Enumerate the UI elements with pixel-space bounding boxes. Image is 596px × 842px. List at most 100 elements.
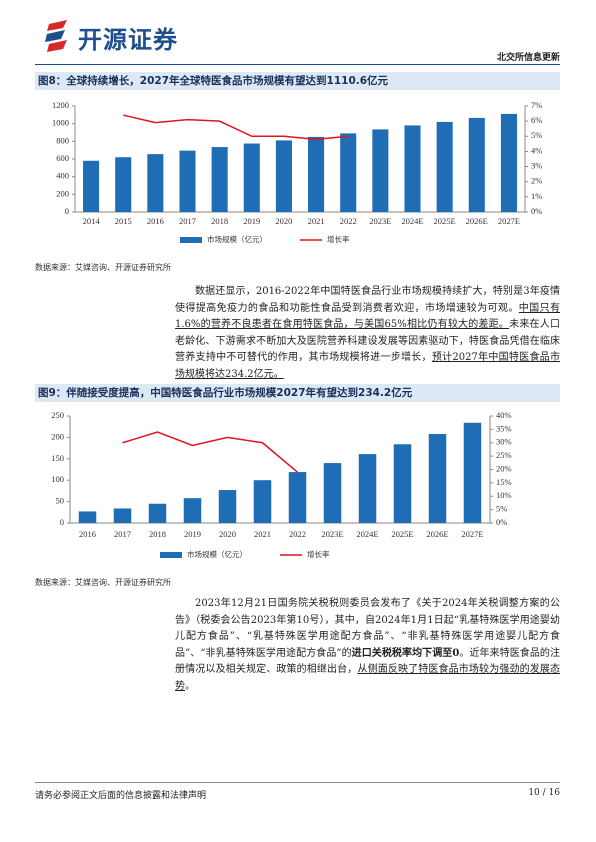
x-tick-label: 2022 bbox=[289, 529, 306, 539]
x-tick-label: 2021 bbox=[254, 529, 271, 539]
source: 数据来源：艾媒咨询、开源证券研究所 bbox=[35, 263, 171, 272]
bar bbox=[179, 150, 196, 212]
x-tick-label: 2027E bbox=[461, 529, 483, 539]
y2-tick-label: 5% bbox=[496, 504, 507, 514]
bar bbox=[393, 444, 412, 523]
x-tick-label: 2017 bbox=[179, 216, 196, 226]
bar bbox=[243, 143, 260, 212]
paragraph: 数据还显示，2016-2022年中国特医食品行业市场规模持续扩大，特别是3年疫情… bbox=[175, 284, 560, 383]
footer-rule bbox=[35, 782, 560, 783]
bar bbox=[183, 498, 202, 523]
y2-tick-label: 0% bbox=[531, 206, 542, 216]
logo-icon bbox=[45, 20, 67, 52]
x-tick-label: 2026E bbox=[466, 216, 488, 226]
figure-title: 图8：全球持续增长，2027年全球特医食品市场规模有望达到1110.6亿元 bbox=[35, 72, 560, 90]
bar bbox=[275, 140, 292, 212]
source: 数据来源：艾媒咨询、开源证券研究所 bbox=[35, 578, 171, 587]
y2-tick-label: 15% bbox=[496, 477, 512, 487]
x-tick-label: 2024E bbox=[401, 216, 423, 226]
x-tick-label: 2024E bbox=[356, 529, 378, 539]
y2-tick-label: 7% bbox=[531, 100, 542, 110]
legend-label: 增长率 bbox=[327, 234, 350, 244]
bar bbox=[211, 147, 228, 212]
bar bbox=[404, 125, 421, 212]
bar bbox=[253, 480, 272, 523]
bar bbox=[340, 133, 357, 212]
y2-tick-label: 2% bbox=[531, 176, 542, 186]
bar bbox=[436, 121, 453, 212]
y2-tick-label: 10% bbox=[496, 490, 512, 500]
bar bbox=[115, 157, 132, 212]
bar bbox=[78, 511, 97, 523]
text-run: 进口关税税率均下调至0 bbox=[351, 647, 460, 659]
legend-label: 市场规模（亿元） bbox=[187, 549, 247, 559]
bar bbox=[218, 490, 237, 523]
y2-tick-label: 40% bbox=[496, 410, 512, 420]
y-tick-label: 50 bbox=[56, 496, 65, 506]
y-tick-label: 100 bbox=[51, 474, 64, 484]
text-run: 数据还显示，2016-2022年中国特医食品行业市场规模持续扩大，特别是3年疫情… bbox=[175, 286, 560, 314]
y2-tick-label: 3% bbox=[531, 161, 542, 171]
y2-tick-label: 20% bbox=[496, 463, 512, 473]
y-tick-label: 1000 bbox=[52, 118, 69, 128]
text-run: 。近年来特医食品的注册情况以及相关规定、政策的相继出台， bbox=[175, 647, 561, 676]
bar bbox=[308, 136, 325, 212]
x-tick-label: 2014 bbox=[83, 216, 101, 226]
legend-swatch bbox=[180, 237, 202, 243]
y2-tick-label: 30% bbox=[496, 437, 512, 447]
bar bbox=[500, 113, 517, 212]
y2-tick-label: 25% bbox=[496, 450, 512, 460]
x-tick-label: 2018 bbox=[149, 529, 166, 539]
bar bbox=[463, 422, 482, 523]
chart: 0 50 100 150 200 250 0% 5% 10% 15% 20% 25% 30% 35% 40%… bbox=[51, 410, 512, 559]
x-tick-label: 2023E bbox=[321, 529, 343, 539]
y-tick-label: 0 bbox=[60, 517, 64, 527]
page-number: 10 / 16 bbox=[528, 788, 560, 798]
y-tick-label: 150 bbox=[51, 453, 64, 463]
x-tick-label: 2018 bbox=[211, 216, 228, 226]
x-tick-label: 2027E bbox=[498, 216, 520, 226]
x-tick-label: 2025E bbox=[434, 216, 456, 226]
x-tick-label: 2016 bbox=[79, 529, 96, 539]
bar bbox=[83, 160, 100, 212]
bar bbox=[372, 129, 389, 212]
bar bbox=[147, 154, 164, 212]
x-tick-label: 2023E bbox=[369, 216, 391, 226]
y2-tick-label: 0% bbox=[496, 517, 507, 527]
text-run: 中国只有1.6%的营养不良患者在食用特医食品，与美国65%相比仍有较大的差距。 bbox=[175, 302, 561, 331]
y2-tick-label: 4% bbox=[531, 145, 542, 155]
x-tick-label: 2016 bbox=[147, 216, 164, 226]
y2-tick-label: 6% bbox=[531, 115, 542, 125]
header-right: 北交所信息更新 bbox=[496, 53, 560, 63]
text-run: 预计2027年中国特医食品市场规模将达234.2亿元。 bbox=[175, 352, 561, 380]
y2-tick-label: 5% bbox=[531, 130, 542, 140]
header-rule bbox=[35, 64, 560, 65]
y-tick-label: 600 bbox=[56, 153, 69, 163]
y2-tick-label: 35% bbox=[496, 423, 512, 433]
bar bbox=[358, 454, 377, 523]
x-tick-label: 2022 bbox=[340, 216, 357, 226]
figure-title: 图9：伴随接受度提高，中国特医食品行业市场规模2027年有望达到234.2亿元 bbox=[35, 384, 560, 402]
x-tick-label: 2021 bbox=[308, 216, 325, 226]
x-tick-label: 2026E bbox=[426, 529, 448, 539]
bar bbox=[428, 433, 447, 523]
text-run: 。 bbox=[185, 680, 195, 692]
footer-disclaimer: 请务必参阅正文后面的信息披露和法律声明 bbox=[35, 791, 207, 801]
y-tick-label: 400 bbox=[56, 171, 69, 181]
y-tick-label: 0 bbox=[65, 206, 69, 216]
x-tick-label: 2015 bbox=[115, 216, 132, 226]
y-tick-label: 250 bbox=[51, 410, 64, 420]
bar bbox=[288, 472, 307, 523]
line bbox=[123, 114, 349, 141]
y2-tick-label: 1% bbox=[531, 191, 542, 201]
legend-label: 市场规模（亿元） bbox=[207, 234, 267, 244]
x-tick-label: 2019 bbox=[243, 216, 260, 226]
x-tick-label: 2025E bbox=[391, 529, 413, 539]
x-tick-label: 2020 bbox=[219, 529, 236, 539]
x-tick-label: 2020 bbox=[275, 216, 292, 226]
legend-label: 增长率 bbox=[307, 549, 330, 559]
y-tick-label: 1200 bbox=[52, 100, 69, 110]
bar bbox=[148, 503, 167, 523]
line bbox=[122, 431, 298, 473]
